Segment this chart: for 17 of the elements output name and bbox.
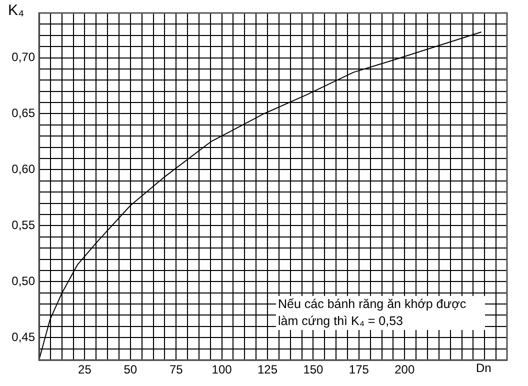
y-tick-label: 0,65 — [12, 106, 36, 120]
x-tick-label: 75 — [169, 362, 184, 377]
x-tick-label: 175 — [348, 362, 370, 377]
x-tick-label: 125 — [258, 362, 278, 377]
annotation: Nếu các bánh răng ăn khớp được làm cứng thì K₄ = 0,53 — [276, 296, 485, 330]
y-axis-title: K₄ — [8, 2, 24, 19]
x-tick-label: 150 — [303, 362, 324, 377]
x-tick-label: 25 — [78, 362, 92, 377]
x-axis-title: Dn — [476, 361, 492, 375]
x-tick-label: 100 — [212, 362, 232, 377]
y-tick-label: 0,45 — [12, 330, 36, 344]
y-tick-label: 0,50 — [12, 274, 36, 288]
y-tick-label: 0,60 — [12, 162, 36, 176]
y-tick-label: 0,55 — [12, 218, 36, 232]
y-tick-label: 0,70 — [12, 50, 36, 64]
x-tick-label: 200 — [394, 362, 415, 377]
x-tick-label: 50 — [124, 362, 138, 377]
